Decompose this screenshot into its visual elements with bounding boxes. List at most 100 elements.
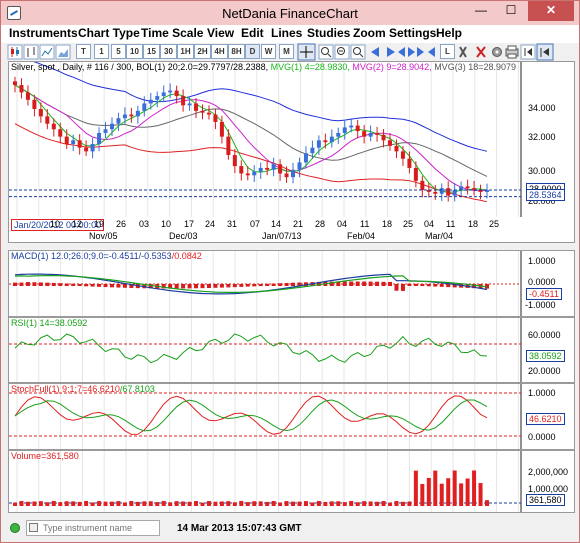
zoom-in-icon[interactable] [318, 44, 334, 60]
macd-histogram-bar [219, 284, 224, 288]
macd-histogram-bar [194, 284, 199, 289]
zoom-out-icon[interactable] [334, 44, 350, 60]
macd-histogram-bar [252, 284, 257, 287]
candle-body [452, 190, 457, 196]
instrument-search-input[interactable] [26, 520, 160, 536]
timescale-button-1[interactable]: 1 [94, 44, 109, 59]
y-tick-28: 28.000 [528, 196, 556, 206]
rsi-pane[interactable]: RSI(1) 14=38.0592 60.0000 20.0000 38.059… [8, 317, 575, 383]
volume-bar [472, 470, 477, 506]
menu-view[interactable]: View [207, 26, 235, 40]
timescale-button-l[interactable]: L [440, 44, 455, 59]
delete-line-icon[interactable] [459, 46, 467, 58]
macd-histogram-bar [291, 282, 296, 286]
rsi-y-tick-20: 20.0000 [528, 366, 561, 376]
macd-histogram-bar [329, 281, 334, 286]
scroll-right-icon[interactable] [387, 47, 395, 57]
bollinger-upper-band [33, 62, 488, 152]
candle-body [336, 132, 341, 137]
volume-bar [368, 501, 373, 506]
volume-bar [452, 470, 457, 506]
volume-bar [297, 501, 302, 506]
menu-help[interactable]: Help [436, 26, 463, 40]
macd-histogram-bar [187, 284, 192, 289]
candle-body [58, 129, 63, 137]
candle-body [465, 186, 470, 189]
timescale-button-m[interactable]: M [279, 44, 294, 59]
macd-histogram-bar [439, 284, 444, 287]
menu-zoom[interactable]: Zoom [353, 26, 386, 40]
dock-icon[interactable] [536, 43, 554, 61]
menu-chart-type[interactable]: Chart Type [78, 26, 140, 40]
print-icon[interactable] [505, 45, 519, 59]
candle-body [232, 155, 237, 167]
timescale-button-d[interactable]: D [245, 44, 260, 59]
volume-bar [97, 501, 102, 506]
stochastic-pane[interactable]: StochFull(1) 9;1;7=46.6210/67.8103 1.000… [8, 383, 575, 450]
menu-lines[interactable]: Lines [271, 26, 303, 40]
volume-bar [64, 501, 69, 506]
macd-histogram-bar [84, 284, 89, 287]
macd-histogram-bar [426, 284, 431, 287]
volume-bar [485, 500, 489, 506]
timescale-button-10[interactable]: 10 [126, 44, 143, 59]
close-button[interactable]: ✕ [528, 1, 574, 21]
minimize-button[interactable]: — [475, 3, 487, 17]
expand-icon[interactable] [417, 47, 435, 57]
settings-icon[interactable] [492, 47, 502, 57]
menu-instruments[interactable]: Instruments [9, 26, 78, 40]
volume-pane[interactable]: Volume=361,580 2,000,000 1,000,000 361,5… [8, 450, 575, 513]
candle-body [174, 90, 179, 97]
volume-y-tick-2m: 2,000,000 [528, 467, 569, 477]
menu-studies[interactable]: Studies [307, 26, 351, 40]
timescale-button-4h[interactable]: 4H [211, 44, 228, 59]
volume-bar [13, 502, 17, 506]
line-chart-icon[interactable] [39, 44, 55, 60]
x-tick-day: 10 [161, 219, 172, 229]
macd-histogram-bar [174, 284, 179, 289]
candle-body [439, 188, 444, 194]
macd-histogram-bar [13, 282, 17, 286]
menu-time-scale[interactable]: Time Scale [141, 26, 204, 40]
volume-bar [413, 470, 418, 506]
timescale-button-8h[interactable]: 8H [228, 44, 245, 59]
area-chart-icon[interactable] [55, 44, 71, 60]
pin-icon[interactable] [520, 44, 536, 60]
candle-body [407, 158, 412, 168]
price-chart-pane[interactable]: Silver, spot , Daily, # 116 / 300, BOL(1… [8, 61, 575, 243]
scroll-left-icon[interactable] [371, 47, 379, 57]
timescale-button-1h[interactable]: 1H [177, 44, 194, 59]
timescale-button-t[interactable]: T [76, 44, 91, 59]
volume-bar [206, 501, 211, 506]
timescale-button-w[interactable]: W [261, 44, 276, 59]
instrument-search-icon [29, 523, 38, 532]
timescale-button-15[interactable]: 15 [143, 44, 160, 59]
x-tick-day: 19 [94, 219, 105, 229]
candle-body [135, 110, 140, 117]
macd-histogram-bar [213, 284, 218, 288]
volume-bar [329, 501, 334, 506]
timescale-button-30[interactable]: 30 [160, 44, 177, 59]
x-tick-day: 18 [382, 219, 393, 229]
volume-bar [129, 500, 134, 506]
menu-edit[interactable]: Edit [241, 26, 264, 40]
macd-pane[interactable]: MACD(1) 12.0;26.0;9.0=-0.4511/-0.5353/0.… [8, 250, 575, 317]
volume-y-tick-1m: 1,000,000 [528, 484, 569, 494]
volume-bar [310, 502, 315, 506]
compress-icon[interactable] [398, 47, 415, 57]
macd-histogram-bar [316, 281, 321, 286]
timescale-button-5[interactable]: 5 [111, 44, 126, 59]
macd-histogram-bar [239, 284, 244, 287]
title-bar[interactable]: NetDania FinanceChart — ☐ ✕ [1, 1, 579, 25]
rsi-line [14, 333, 488, 364]
remove-study-icon[interactable] [476, 46, 486, 58]
maximize-button[interactable]: ☐ [505, 3, 517, 17]
crosshair-cursor-icon[interactable] [297, 43, 316, 61]
menu-settings[interactable]: Settings [389, 26, 437, 40]
candlestick-icon[interactable] [7, 44, 23, 60]
zoom-fit-icon[interactable] [350, 44, 366, 60]
candle-body [303, 153, 308, 163]
timescale-button-2h[interactable]: 2H [194, 44, 211, 59]
bar-chart-icon[interactable] [23, 44, 39, 60]
macd-values: MACD(1) 12.0;26.0;9.0=-0.4511/-0.5353 [11, 251, 172, 261]
